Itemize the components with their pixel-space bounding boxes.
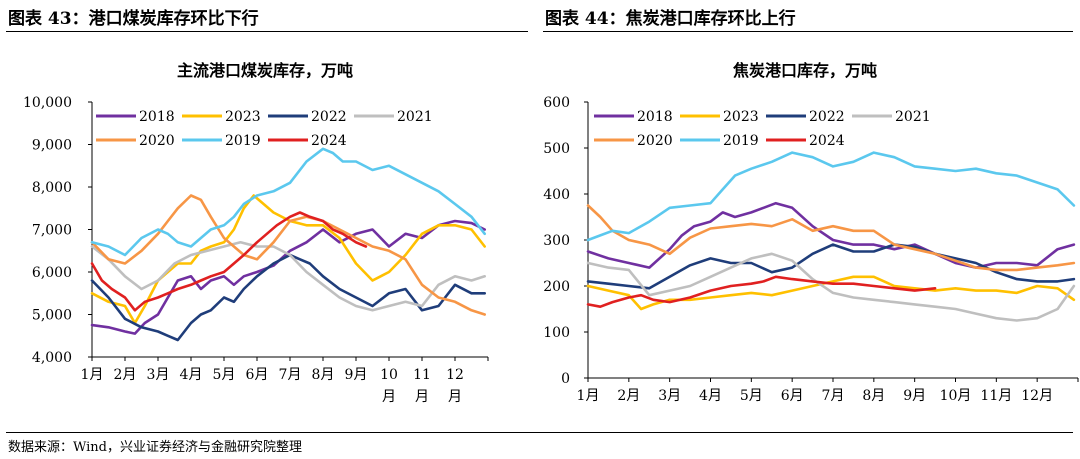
y-tick-label: 8,000	[32, 180, 72, 196]
legend-item-2021: 2021	[354, 109, 433, 125]
x-tick-label: 11月	[980, 388, 1012, 404]
y-tick-label: 7,000	[32, 223, 72, 239]
series-line-2024	[586, 275, 937, 309]
x-tick-label: 9月	[903, 388, 926, 404]
legend-label: 2018	[637, 109, 673, 125]
legend-label: 2024	[809, 133, 845, 149]
coal-inventory-chart: 主流港口煤炭库存，万吨 4,000 5,000 6,000 7,000 8,000 9,00…	[23, 61, 489, 405]
y-tick-label: 300	[543, 233, 570, 249]
source-rule	[6, 432, 1073, 433]
series-line-2024	[90, 211, 368, 312]
series-line-2022	[586, 243, 1076, 290]
x-tick-label: 10月	[940, 388, 972, 404]
legend-label: 2021	[397, 109, 433, 125]
x-tick-label: 9月	[345, 367, 368, 383]
x-tick-label: 8月	[312, 367, 335, 383]
series-line-2021	[586, 252, 1076, 322]
y-tick-label: 400	[543, 187, 570, 203]
legend-label: 2018	[139, 109, 175, 125]
title-rule-right	[543, 31, 1073, 32]
legend-item-2019: 2019	[680, 133, 759, 149]
legend-item-2020: 2020	[96, 133, 175, 149]
x-tick-label: 7月	[279, 367, 302, 383]
x-tick-label: 2月	[114, 367, 137, 383]
chart-title: 主流港口煤炭库存，万吨	[177, 61, 353, 80]
x-tick-label: 4月	[699, 388, 722, 404]
legend-item-2024: 2024	[268, 133, 347, 149]
legend-item-2022: 2022	[268, 109, 347, 125]
legend-label: 2020	[139, 133, 175, 149]
x-tick-label: 12月	[1021, 388, 1053, 404]
coke-inventory-chart: 焦炭港口库存，万吨 0 100 200 300 400 500 600 1月 2月 3月 4月 5月 6月…	[543, 61, 1079, 404]
series-line-2022	[90, 253, 487, 342]
y-tick-label: 9,000	[32, 138, 72, 154]
figure-title-left: 图表 43：港口煤炭库存环比下行	[8, 9, 259, 29]
y-tick-label: 6,000	[32, 265, 72, 281]
legend-item-2024: 2024	[766, 133, 845, 149]
legend-item-2023: 2023	[680, 109, 759, 125]
title-rule-left	[6, 31, 528, 32]
x-tick-label: 5月	[213, 367, 236, 383]
y-tick-label: 5,000	[32, 308, 72, 324]
x-tick-label: 1月	[81, 367, 104, 383]
x-tick-label: 6月	[781, 388, 804, 404]
x-tick-label: 2月	[617, 388, 640, 404]
y-tick-label: 4,000	[32, 350, 72, 366]
series-line-2018	[586, 201, 1076, 269]
y-tick-label: 0	[561, 371, 570, 387]
legend-label: 2021	[895, 109, 931, 125]
legend-item-2021: 2021	[852, 109, 931, 125]
y-tick-label: 10,000	[23, 95, 72, 111]
legend-item-2018: 2018	[96, 109, 175, 125]
series-line-2021	[90, 241, 487, 312]
y-tick-label: 100	[543, 325, 570, 341]
x-tick-label: 4月	[180, 367, 203, 383]
legend-label: 2022	[311, 109, 347, 125]
x-tick-label: 7月	[822, 388, 845, 404]
series-line-2020	[90, 194, 487, 316]
y-tick-label: 200	[543, 279, 570, 295]
x-tick-label: 1月	[577, 388, 600, 404]
legend-label: 2022	[809, 109, 845, 125]
legend-item-2018: 2018	[594, 109, 673, 125]
legend-item-2022: 2022	[766, 109, 845, 125]
legend-item-2019: 2019	[182, 133, 261, 149]
legend-label: 2020	[637, 133, 673, 149]
x-tick-label: 6月	[246, 367, 269, 383]
x-tick-label: 3月	[658, 388, 681, 404]
chart-title: 焦炭港口库存，万吨	[732, 61, 877, 80]
y-tick-label: 600	[543, 95, 570, 111]
legend-label: 2019	[723, 133, 759, 149]
figure-title-right: 图表 44：焦炭港口库存环比上行	[545, 9, 796, 29]
legend-label: 2023	[723, 109, 759, 125]
y-tick-label: 500	[543, 141, 570, 157]
source-note: 数据来源：Wind，兴业证券经济与金融研究院整理	[8, 440, 302, 455]
series-line-2019	[586, 151, 1076, 242]
series-line-2019	[90, 147, 487, 257]
x-tick-label: 5月	[740, 388, 763, 404]
x-tick-label: 3月	[147, 367, 170, 383]
legend-label: 2023	[225, 109, 261, 125]
legend-item-2023: 2023	[182, 109, 261, 125]
x-tick-label: 8月	[862, 388, 885, 404]
legend-label: 2019	[225, 133, 261, 149]
series-line-2018	[90, 219, 487, 335]
series-line-2023	[90, 194, 487, 325]
series-line-2020	[586, 204, 1076, 272]
legend-item-2020: 2020	[594, 133, 673, 149]
legend-label: 2024	[311, 133, 347, 149]
